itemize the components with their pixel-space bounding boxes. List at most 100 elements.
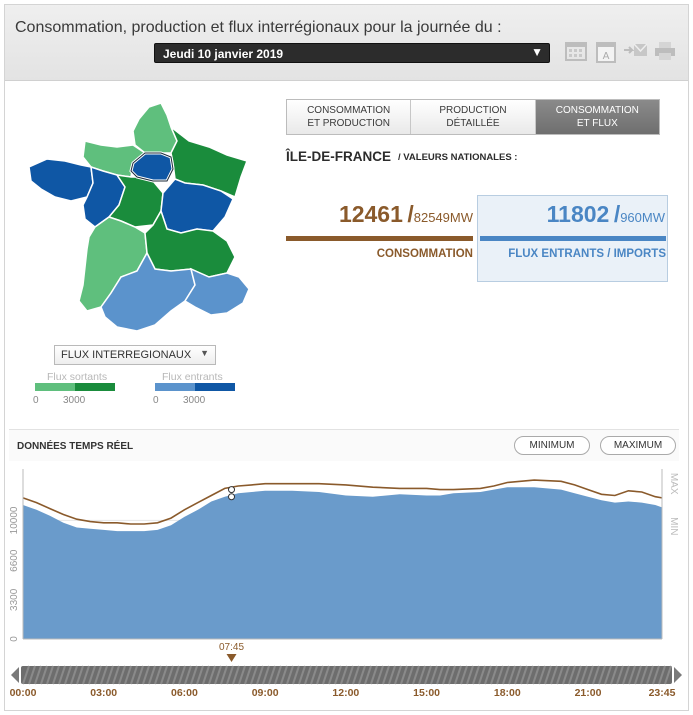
legend-out-min: 0	[33, 395, 39, 406]
slider-hatch	[406, 665, 414, 685]
slider-hatch	[142, 665, 150, 685]
slider-hatch	[244, 665, 252, 685]
slider-hatch	[592, 665, 600, 685]
slider-hatch	[538, 665, 546, 685]
slider-hatch	[394, 665, 402, 685]
flux-stat: 11802 /960MW	[483, 201, 665, 228]
slider-hatch	[304, 665, 312, 685]
slider-hatch	[232, 665, 240, 685]
slider-hatch	[490, 665, 498, 685]
slider-hatch	[442, 665, 450, 685]
region-hauts-de-france	[132, 102, 178, 154]
consumption-value: 12461	[338, 201, 403, 227]
slider-hatch	[598, 665, 606, 685]
y-tick-label: 3300	[9, 588, 20, 611]
slider-hatch	[184, 665, 192, 685]
slider-hatch	[262, 665, 270, 685]
region-subtitle: / VALEURS NATIONALES :	[398, 152, 518, 163]
slider-hatch	[436, 665, 444, 685]
minimum-button[interactable]: MINIMUM	[514, 436, 590, 455]
consumption-bar	[286, 236, 473, 241]
right-arrow-icon[interactable]	[674, 667, 682, 683]
slider-hatch	[640, 665, 648, 685]
slider-hatch	[658, 665, 666, 685]
slider-hatch	[466, 665, 474, 685]
tab-production-detaillee[interactable]: PRODUCTION DÉTAILLÉE	[411, 100, 536, 134]
slider-hatch	[424, 665, 432, 685]
slider-hatch	[64, 665, 72, 685]
calendar-icon[interactable]	[564, 41, 588, 63]
cursor-time-label: 07:45	[219, 642, 244, 653]
chevron-down-icon: ▼	[531, 45, 543, 59]
slider-hatch	[412, 665, 420, 685]
france-regions-map[interactable]	[21, 101, 251, 337]
slider-hatch	[478, 665, 486, 685]
slider-hatch	[316, 665, 324, 685]
flux-type-select[interactable]: FLUX INTERREGIONAUX ▼	[54, 345, 216, 365]
tab-consommation-flux[interactable]: CONSOMMATION ET FLUX	[535, 100, 659, 134]
slider-hatch	[334, 665, 342, 685]
slider-hatch	[340, 665, 348, 685]
slider-hatch	[82, 665, 90, 685]
slider-hatch	[544, 665, 552, 685]
slider-hatch	[22, 665, 30, 685]
legend-out-dark	[75, 383, 115, 391]
email-icon[interactable]	[624, 41, 648, 63]
time-cursor[interactable]	[226, 654, 237, 662]
slider-hatch	[622, 665, 630, 685]
slider-hatch	[58, 665, 66, 685]
slider-hatch	[520, 665, 528, 685]
region-bretagne	[28, 158, 94, 202]
slider-hatch	[76, 665, 84, 685]
slider-hatch	[604, 665, 612, 685]
x-tick-label: 00:00	[10, 687, 37, 699]
slider-hatch	[208, 665, 216, 685]
tab-consommation-production[interactable]: CONSOMMATION ET PRODUCTION	[287, 100, 412, 134]
left-arrow-icon[interactable]	[11, 667, 19, 683]
slider-hatch	[454, 665, 462, 685]
cursor-marker	[228, 486, 236, 494]
slider-hatch	[100, 665, 108, 685]
flux-national: 960MW	[620, 210, 665, 225]
slider-hatch	[472, 665, 480, 685]
x-tick-label: 15:00	[413, 687, 440, 699]
slider-hatch	[418, 665, 426, 685]
legend-in-min: 0	[153, 395, 159, 406]
legend-in-light	[155, 383, 195, 391]
date-select[interactable]: Jeudi 10 janvier 2019 ▼	[154, 43, 550, 63]
y-tick-label: 6600	[9, 549, 20, 572]
flux-type-value: FLUX INTERREGIONAUX	[61, 349, 192, 361]
slider-hatch	[130, 665, 138, 685]
x-tick-label: 09:00	[252, 687, 279, 699]
calendar-day-icon[interactable]: A	[594, 41, 618, 63]
slider-hatch	[178, 665, 186, 685]
slider-hatch	[70, 665, 78, 685]
slider-hatch	[310, 665, 318, 685]
slider-hatch	[568, 665, 576, 685]
slider-hatch	[358, 665, 366, 685]
max-label: MAX	[668, 473, 679, 495]
slider-hatch	[346, 665, 354, 685]
slider-hatch	[388, 665, 396, 685]
slider-hatch	[256, 665, 264, 685]
time-slider[interactable]: 07:45 00:00 03:00 06:00 09:00 12:00 15:00 18:00…	[9, 642, 684, 700]
slider-hatch	[34, 665, 42, 685]
print-icon[interactable]	[653, 41, 677, 63]
slider-hatch	[190, 665, 198, 685]
slider-hatch	[322, 665, 330, 685]
cursor-marker	[228, 493, 236, 501]
date-value: Jeudi 10 janvier 2019	[163, 47, 284, 61]
x-tick-label: 06:00	[171, 687, 198, 699]
slider-hatch	[562, 665, 570, 685]
slider-hatch	[586, 665, 594, 685]
maximum-button[interactable]: MAXIMUM	[600, 436, 676, 455]
slider-hatch	[376, 665, 384, 685]
slider-hatch	[646, 665, 654, 685]
slider-hatch	[484, 665, 492, 685]
slider-hatch	[40, 665, 48, 685]
legend-out-light	[35, 383, 75, 391]
slider-hatch	[364, 665, 372, 685]
slider-hatch	[166, 665, 174, 685]
legend-out-label: Flux sortants	[47, 371, 108, 383]
region-paca	[183, 267, 250, 316]
